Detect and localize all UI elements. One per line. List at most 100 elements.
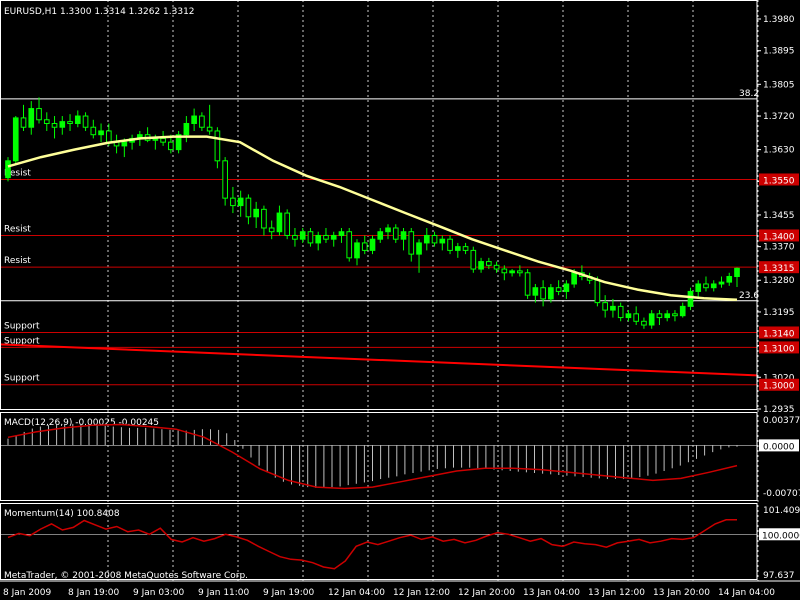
candle-body[interactable]	[323, 234, 329, 240]
candle-body[interactable]	[617, 305, 624, 319]
candle-body[interactable]	[703, 283, 709, 289]
candle-body[interactable]	[98, 130, 104, 136]
candle-body[interactable]	[517, 270, 523, 274]
candle-body[interactable]	[470, 249, 477, 270]
candle-body[interactable]	[377, 231, 384, 240]
candle-body[interactable]	[90, 126, 97, 136]
candle-body[interactable]	[28, 108, 35, 128]
candle-body[interactable]	[610, 305, 616, 311]
candle-body[interactable]	[447, 238, 453, 251]
candle-body[interactable]	[82, 115, 89, 128]
candle-body[interactable]	[121, 141, 128, 147]
candle-body[interactable]	[191, 115, 197, 124]
candle-body[interactable]	[625, 313, 632, 319]
price-pane[interactable]: EURUSD,H1 1.3300 1.3314 1.3262 1.3312 Re…	[0, 7, 759, 386]
candle-body[interactable]	[299, 231, 306, 240]
candle-body[interactable]	[439, 238, 446, 244]
candle-body[interactable]	[284, 212, 291, 236]
price-tag-label: 1.3140	[763, 329, 795, 339]
candle-body[interactable]	[454, 246, 461, 251]
candle-body[interactable]	[361, 242, 368, 251]
candle-body[interactable]	[253, 208, 259, 218]
candle-body[interactable]	[462, 246, 469, 251]
candle-body[interactable]	[67, 121, 73, 124]
price-tag	[759, 229, 799, 242]
candle-body[interactable]	[548, 287, 554, 300]
candle-body[interactable]	[369, 238, 376, 251]
candle-body[interactable]	[540, 287, 546, 300]
candle-body[interactable]	[354, 242, 360, 259]
candle-body[interactable]	[261, 208, 267, 229]
candle-body[interactable]	[245, 197, 252, 218]
candle-body[interactable]	[5, 160, 11, 179]
candle-body[interactable]	[222, 160, 228, 199]
candle-body[interactable]	[687, 290, 694, 307]
candle-body[interactable]	[563, 283, 570, 292]
candle-body[interactable]	[486, 261, 492, 266]
time-label: 12 Jan 12:00	[393, 588, 450, 598]
candle-body[interactable]	[74, 115, 81, 124]
time-label: 12 Jan 04:00	[328, 588, 385, 598]
candle-body[interactable]	[416, 242, 422, 255]
candle-body[interactable]	[571, 272, 577, 285]
candle-body[interactable]	[501, 268, 508, 274]
candle-body[interactable]	[346, 231, 353, 259]
candle-body[interactable]	[59, 121, 66, 128]
candle-body[interactable]	[168, 141, 174, 151]
candle-body[interactable]	[726, 276, 733, 283]
candle-body[interactable]	[641, 320, 647, 326]
candle-body[interactable]	[679, 305, 686, 317]
candle-body[interactable]	[214, 130, 221, 162]
candle-body[interactable]	[594, 279, 601, 304]
macd-signal-line	[7, 423, 738, 490]
candle-body[interactable]	[268, 227, 275, 233]
candle-body[interactable]	[105, 130, 112, 143]
candle-body[interactable]	[718, 281, 725, 285]
candle-body[interactable]	[664, 313, 671, 319]
candle-body[interactable]	[315, 234, 322, 244]
trendline[interactable]	[0, 343, 758, 377]
candle-body[interactable]	[695, 283, 702, 292]
candle-body[interactable]	[524, 272, 531, 296]
moving-average-line	[7, 135, 738, 301]
candle-body[interactable]	[648, 313, 655, 326]
candle-body[interactable]	[555, 287, 562, 292]
candle-body[interactable]	[276, 212, 283, 233]
candle-body[interactable]	[532, 287, 539, 296]
candle-body[interactable]	[602, 302, 608, 311]
candle-body[interactable]	[237, 197, 244, 207]
candle-body[interactable]	[493, 264, 500, 270]
candle-body[interactable]	[36, 108, 42, 121]
candle-body[interactable]	[330, 234, 337, 240]
candle-body[interactable]	[175, 134, 182, 151]
price-tag-label: 1.3400	[763, 232, 795, 242]
candle-body[interactable]	[43, 119, 50, 124]
candle-body[interactable]	[338, 231, 345, 236]
candle-body[interactable]	[12, 117, 19, 162]
candle-body[interactable]	[160, 137, 166, 143]
candle-body[interactable]	[385, 227, 391, 233]
candle-body[interactable]	[509, 270, 515, 274]
candle-body[interactable]	[672, 313, 678, 317]
momentum-pane[interactable]: Momentum(14) 100.8408	[0, 509, 757, 570]
candle-body[interactable]	[710, 283, 717, 289]
candle-body[interactable]	[478, 261, 484, 270]
candle-body[interactable]	[734, 267, 740, 278]
candle-body[interactable]	[183, 122, 190, 136]
candle-body[interactable]	[423, 234, 430, 244]
candle-body[interactable]	[307, 231, 314, 244]
candle-body[interactable]	[633, 313, 640, 322]
candle-body[interactable]	[206, 126, 213, 132]
candle-body[interactable]	[292, 234, 298, 240]
candle-body[interactable]	[199, 115, 205, 128]
candle-body[interactable]	[51, 122, 58, 128]
candle-body[interactable]	[392, 227, 399, 240]
candle-body[interactable]	[230, 197, 236, 207]
candle-body[interactable]	[400, 231, 407, 240]
candle-body[interactable]	[20, 117, 27, 128]
candle-body[interactable]	[408, 231, 415, 255]
macd-pane[interactable]: MACD(12,26,9) -0.00025 -0.00245	[0, 418, 757, 490]
candle-body[interactable]	[431, 234, 438, 244]
candle-body[interactable]	[656, 313, 663, 319]
